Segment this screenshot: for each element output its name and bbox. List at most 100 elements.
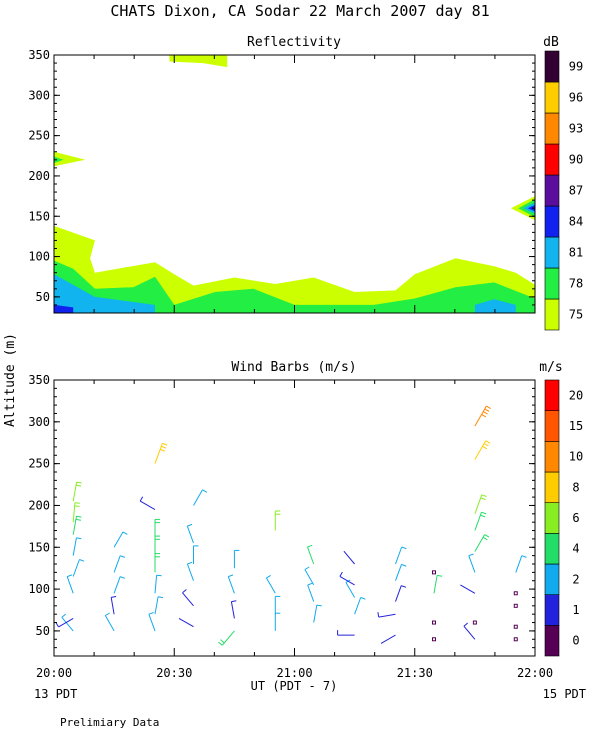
wind-barb-54 <box>472 620 477 625</box>
wind-colorbar-label: 0 <box>572 634 579 648</box>
axes: 50 100 150 200 250 300 350 50 100 150 200 250 300 350… <box>28 48 553 680</box>
wind-barb-15 <box>154 574 162 594</box>
wind-colorbar-label: 15 <box>569 419 583 433</box>
reflectivity-contour-75db-7 <box>169 55 228 68</box>
reflectivity-ytick-label: 350 <box>28 48 50 62</box>
wind-barb-34 <box>274 510 281 531</box>
wind-barb-1 <box>55 617 74 628</box>
wind-ytick-label: 50 <box>36 624 50 638</box>
wind-barb-30 <box>233 549 240 569</box>
wind-barb-39 <box>337 630 355 636</box>
reflectivity-ytick-label: 300 <box>28 88 50 102</box>
wind-barb-33 <box>265 574 276 594</box>
wind-barb-45 <box>377 612 396 618</box>
wind-barb-12 <box>113 531 128 548</box>
wind-barb-26 <box>193 489 208 506</box>
wind-barb-0 <box>61 613 74 632</box>
wind-colorbar-label: 4 <box>572 542 579 556</box>
wind-barb-13 <box>148 612 156 632</box>
wind-barb-5 <box>72 515 82 535</box>
colorbars: 75 78 81 84 87 90 93 96 99 0 1 2 4 6 8 10 15 20 <box>544 50 583 657</box>
left-date-label: 13 PDT <box>34 687 77 701</box>
wind-barb-2 <box>66 574 74 594</box>
reflectivity-colorbar-swatch-4 <box>544 174 560 207</box>
reflectivity-colorbar-swatch-6 <box>544 112 560 145</box>
wind-barb-16 <box>154 553 160 573</box>
wind-barb-28 <box>230 600 237 619</box>
wind-barb-44 <box>380 634 396 644</box>
wind-barb-20 <box>154 442 168 464</box>
wind-barb-57 <box>474 534 490 552</box>
wind-barb-56 <box>468 553 476 573</box>
wind-barb-27 <box>218 630 235 646</box>
wind-barb-21 <box>178 617 194 628</box>
wind-barb-59 <box>474 494 487 514</box>
reflectivity-colorbar-label: 84 <box>569 215 583 229</box>
wind-barb-43 <box>343 550 355 565</box>
wind-barb-24 <box>193 545 199 564</box>
wind-barb-66 <box>515 555 527 573</box>
wind-colorbar-swatch-4 <box>544 502 560 534</box>
reflectivity-ytick-label: 250 <box>28 129 50 143</box>
wind-barbs <box>55 405 527 646</box>
wind-barb-49 <box>431 637 436 642</box>
footnote: Prelimiary Data <box>60 716 159 729</box>
wind-colorbar-swatch-6 <box>544 440 560 473</box>
reflectivity-colorbar-swatch-1 <box>544 267 560 300</box>
reflectivity-units: dB <box>543 35 559 50</box>
wind-barb-48 <box>395 546 407 565</box>
wind-barb-50 <box>431 620 436 625</box>
wind-barb-23 <box>186 561 194 581</box>
wind-barb-9 <box>110 596 117 615</box>
x-axis-label: UT (PDT - 7) <box>251 679 338 693</box>
wind-colorbar-label: 6 <box>572 511 579 525</box>
wind-barb-46 <box>395 585 407 602</box>
xtick-label: 21:00 <box>276 666 312 680</box>
wind-colorbar-swatch-3 <box>544 532 560 565</box>
wind-ytick-label: 200 <box>28 498 50 512</box>
wind-barb-63 <box>513 624 518 629</box>
wind-colorbar-label: 8 <box>572 480 579 494</box>
reflectivity-ytick-label: 50 <box>36 290 50 304</box>
reflectivity-colorbar-label: 81 <box>569 246 583 260</box>
wind-barb-8 <box>104 612 115 632</box>
wind-ytick-label: 350 <box>28 373 50 387</box>
wind-barb-60 <box>474 440 491 460</box>
y-axis-label: Altitude (m) <box>3 333 18 427</box>
reflectivity-contour-78db-6 <box>54 156 64 163</box>
xtick-label: 20:30 <box>156 666 192 680</box>
wind-barb-53 <box>463 622 476 640</box>
wind-colorbar-swatch-0 <box>544 624 560 657</box>
reflectivity-colorbar-swatch-3 <box>544 205 560 238</box>
xtick-label: 20:00 <box>36 666 72 680</box>
xtick-label: 22:00 <box>517 666 553 680</box>
wind-barb-19 <box>139 496 156 511</box>
reflectivity-colorbar-swatch-8 <box>544 50 560 83</box>
wind-barb-37 <box>304 566 315 586</box>
wind-barb-25 <box>186 523 194 544</box>
reflectivity-contour-84db-4 <box>54 304 74 313</box>
reflectivity-colorbar-label: 99 <box>569 60 583 74</box>
wind-ytick-label: 150 <box>28 540 50 554</box>
wind-barb-38 <box>307 544 315 565</box>
wind-barb-4 <box>72 537 82 556</box>
wind-ytick-label: 300 <box>28 415 50 429</box>
reflectivity-contour-75db-0 <box>54 225 535 313</box>
wind-barb-40 <box>354 597 366 615</box>
wind-barb-47 <box>395 563 407 581</box>
reflectivity-contour-84db-11 <box>527 205 535 212</box>
reflectivity-ytick-label: 200 <box>28 169 50 183</box>
wind-barb-7 <box>72 481 82 502</box>
wind-barb-6 <box>72 502 80 523</box>
wind-units: m/s <box>539 360 562 375</box>
reflectivity-colorbar-swatch-0 <box>544 298 560 331</box>
wind-title: Wind Barbs (m/s) <box>231 360 356 375</box>
wind-barb-42 <box>339 571 355 586</box>
reflectivity-title: Reflectivity <box>247 35 341 50</box>
wind-colorbar-label: 2 <box>572 572 579 586</box>
wind-barb-17 <box>154 535 160 556</box>
xtick-label: 21:30 <box>397 666 433 680</box>
wind-barb-61 <box>474 405 491 427</box>
wind-barb-62 <box>513 637 518 642</box>
